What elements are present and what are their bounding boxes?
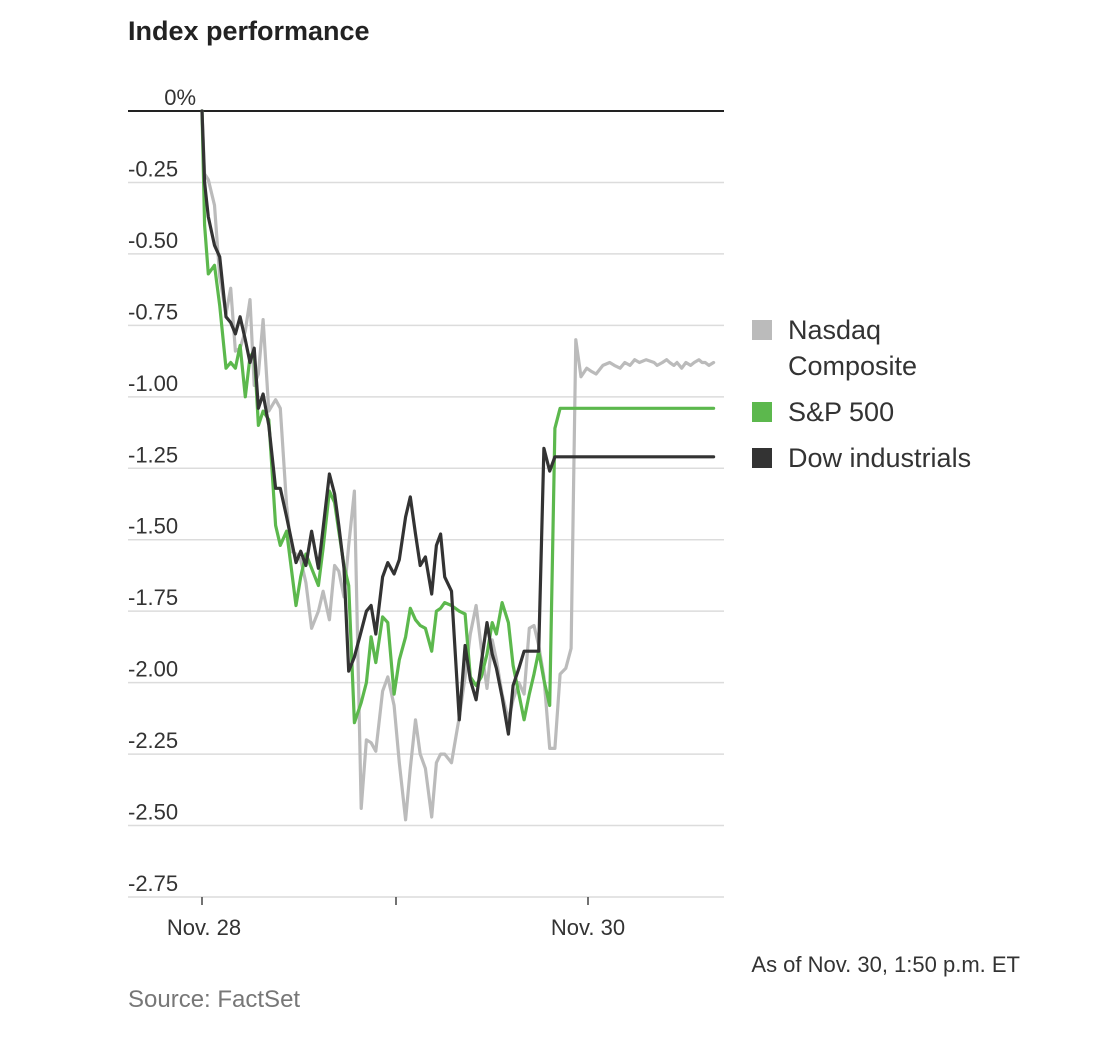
legend: Nasdaq Composite S&P 500 Dow industrials — [752, 312, 1092, 486]
series-lines — [200, 109, 716, 822]
y-tick-label: -2.50 — [128, 800, 178, 825]
series-line-s-p-500 — [200, 109, 716, 725]
y-tick-label: -1.75 — [128, 585, 178, 610]
legend-swatch-dow — [752, 448, 772, 468]
legend-label-nasdaq-line2: Composite — [788, 351, 918, 381]
chart-title: Index performance — [128, 16, 370, 46]
source-note: Source: FactSet — [128, 986, 301, 1013]
legend-label-nasdaq: Nasdaq Composite — [788, 312, 958, 384]
legend-item-nasdaq: Nasdaq Composite — [752, 312, 1092, 384]
x-tick-label: Nov. 30 — [551, 915, 625, 940]
legend-swatch-nasdaq — [752, 320, 772, 340]
y-tick-label: -2.75 — [128, 871, 178, 896]
gridlines — [128, 110, 724, 898]
y-tick-label: -1.25 — [128, 442, 178, 467]
x-axis: Nov. 28 Nov. 30 — [167, 897, 625, 940]
series-line-nasdaq-composite — [200, 109, 716, 822]
y-tick-label: -1.50 — [128, 514, 178, 539]
y-tick-label: -0.25 — [128, 156, 178, 181]
legend-swatch-sp500 — [752, 402, 772, 422]
y-tick-label: -2.00 — [128, 657, 178, 682]
legend-label-nasdaq-line1: Nasdaq — [788, 315, 882, 345]
y-tick-label: -0.50 — [128, 228, 178, 253]
y-tick-label: -2.25 — [128, 728, 178, 753]
y-axis-labels: 0% -0.25 -0.50 -0.75 -1.00 -1.25 -1.50 -1.75 -2.… — [128, 85, 196, 896]
y-tick-label: 0% — [164, 85, 196, 110]
legend-item-sp500: S&P 500 — [752, 394, 1092, 430]
y-tick-label: -1.00 — [128, 371, 178, 396]
legend-label-sp500: S&P 500 — [788, 397, 895, 427]
as-of-note: As of Nov. 30, 1:50 p.m. ET — [751, 952, 1020, 977]
y-tick-label: -0.75 — [128, 299, 178, 324]
series-line-dow-industrials — [200, 109, 716, 736]
legend-item-dow: Dow industrials — [752, 440, 1092, 476]
legend-label-dow: Dow industrials — [788, 443, 972, 473]
x-tick-label: Nov. 28 — [167, 915, 241, 940]
